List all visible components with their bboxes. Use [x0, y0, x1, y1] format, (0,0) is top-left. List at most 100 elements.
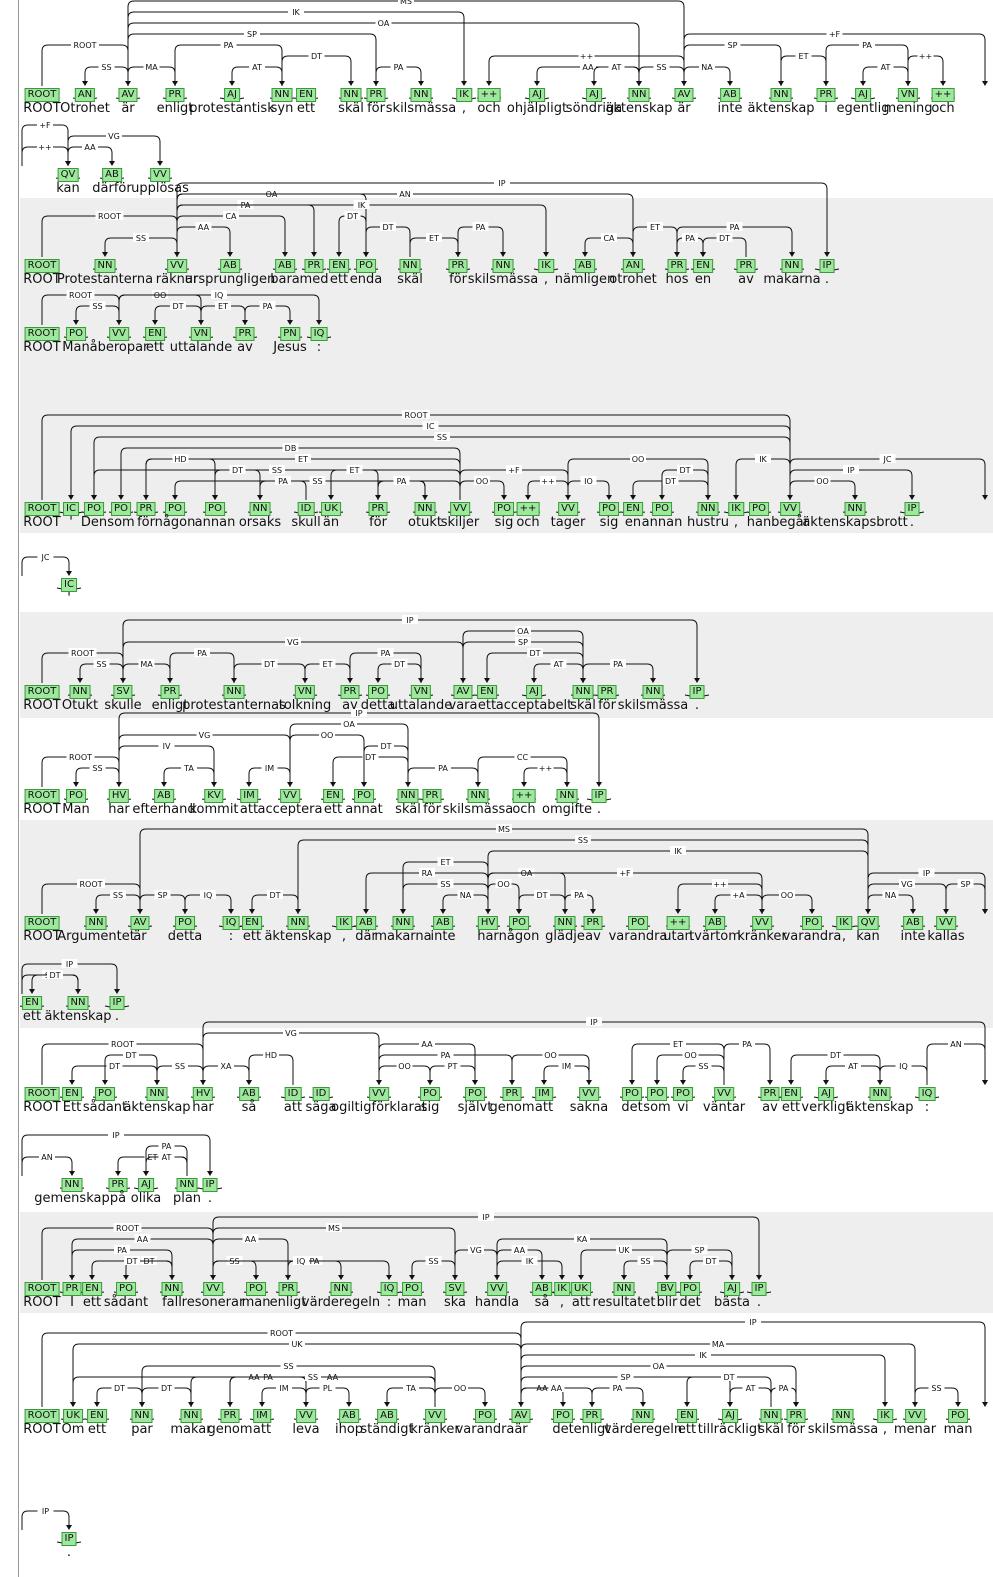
pos-tag: NN — [61, 1178, 83, 1192]
dependency-arc-label: PA — [278, 477, 288, 486]
word-token: ett — [477, 698, 497, 713]
dependency-arc-label: JC — [41, 553, 50, 562]
dependency-arc-arrowhead — [346, 1402, 352, 1407]
word-token: bästa — [713, 1295, 751, 1310]
word-token: upplösas — [131, 181, 189, 196]
word-token: skiljer — [440, 515, 480, 530]
dependency-arc — [926, 1043, 986, 1085]
pos-tag: AB — [154, 789, 174, 803]
pos-tag: QV — [57, 168, 79, 182]
word-token: en — [694, 272, 712, 287]
pos-tag: EN — [477, 685, 497, 699]
dependency-arc-label: PA — [197, 649, 207, 658]
dependency-arc-label: PA — [438, 764, 448, 773]
pos-tag: AJ — [855, 88, 871, 102]
word-token: någon — [154, 515, 196, 530]
dependency-arc-arrowhead — [606, 495, 612, 500]
dependency-arc-label: SS — [113, 891, 123, 900]
pos-tag: IK — [336, 916, 352, 930]
pos-tag: PO — [494, 502, 514, 516]
word-token: äktenskapsbrott — [802, 515, 908, 530]
pos-tag: PO — [652, 502, 672, 516]
word-token: ROOT — [23, 101, 61, 116]
sentence-background — [20, 1212, 993, 1313]
pos-tag: ++ — [512, 789, 536, 803]
word-token: : — [316, 340, 322, 355]
dependency-arc-label: OO — [816, 477, 829, 486]
dependency-arc-label: ET — [323, 660, 333, 669]
dependency-arc-label: AA — [245, 1235, 257, 1244]
dependency-arc-arrowhead — [94, 1402, 100, 1407]
pos-tag: NN — [94, 259, 116, 273]
dependency-arc-arrowhead — [940, 81, 946, 86]
dependency-arc-label: AA — [137, 1235, 149, 1244]
dependency-arc-label: HD — [265, 1051, 277, 1060]
pos-tag: ROOT — [24, 88, 60, 102]
dependency-arc-arrowhead — [154, 1080, 160, 1085]
pos-tag: PR — [108, 1178, 128, 1192]
word-token: för — [598, 698, 616, 713]
dependency-arc-label: ROOT — [404, 411, 427, 420]
pos-tag: IP — [751, 1282, 767, 1296]
dependency-arc-label: CA — [225, 212, 237, 221]
dependency-arc — [139, 828, 869, 914]
dependency-arc-label: OO — [476, 477, 489, 486]
pos-tag: PO — [368, 685, 388, 699]
dependency-arc-label: IP — [42, 1507, 49, 1516]
dependency-arc-label: AT — [746, 1384, 756, 1393]
dependency-arc-label: DT — [126, 1257, 137, 1266]
word-token: glädje — [545, 929, 585, 944]
dependency-arc-label: AN — [950, 1040, 961, 1049]
dependency-arc-label: ROOT — [69, 291, 92, 300]
dependency-arc-label: OO — [781, 891, 794, 900]
word-token: , — [341, 929, 347, 944]
pos-tag: QV — [857, 916, 879, 930]
word-token: hustru — [687, 515, 729, 530]
word-token: är — [677, 101, 691, 116]
word-token: protestanternas — [182, 698, 286, 713]
dependency-arc-label: MS — [498, 825, 510, 834]
pos-tag: VV — [558, 502, 578, 516]
pos-tag: NN — [340, 88, 362, 102]
dependency-arc-arrowhead — [659, 495, 665, 500]
pos-tag: ROOT — [24, 259, 60, 273]
word-token: någon — [498, 929, 540, 944]
word-token: , — [841, 929, 847, 944]
dependency-arc-arrowhead — [596, 782, 602, 787]
word-token: skäl — [758, 1422, 784, 1437]
dependency-arc-arrowhead — [694, 678, 700, 683]
dependency-arc — [174, 44, 283, 86]
dependency-arc-arrowhead — [982, 1402, 988, 1407]
dependency-arc-label: ++ — [919, 52, 932, 61]
dependency-arc-arrowhead — [687, 1275, 693, 1280]
word-token: enligt — [151, 698, 189, 713]
pos-tag: EN — [242, 916, 262, 930]
dependency-arc-label: AT — [252, 63, 262, 72]
dependency-arc-label: JC — [883, 455, 892, 464]
dependency-arc-label: ++ — [541, 477, 554, 486]
dependency-arc-label: IV — [163, 742, 171, 751]
word-token: sig — [494, 515, 514, 530]
dependency-arc-arrowhead — [161, 782, 167, 787]
dependency-arc-label: SS — [437, 433, 447, 442]
dependency-arc-arrowhead — [982, 1080, 988, 1085]
dependency-arc-arrowhead — [440, 909, 446, 914]
dependency-arc-label: IQ — [899, 1062, 908, 1071]
pos-tag: ROOT — [24, 327, 60, 341]
pos-tag: IK — [554, 1282, 570, 1296]
pos-tag: ++ — [931, 88, 955, 102]
pos-tag: IK — [456, 88, 472, 102]
dependency-arc-label: IP — [498, 179, 505, 188]
word-token: genom — [489, 1100, 535, 1115]
dependency-arc-arrowhead — [982, 81, 988, 86]
word-token: har — [477, 929, 499, 944]
dependency-arc-label: DT — [719, 234, 730, 243]
word-token: vi — [677, 1100, 689, 1115]
dependency-arc-label: DT — [679, 466, 690, 475]
dependency-arc-arrowhead — [629, 1080, 635, 1085]
word-token: för — [367, 101, 385, 116]
pos-tag: VV — [579, 1087, 599, 1101]
dependency-arc-label: +F — [619, 869, 631, 878]
word-token: värderegeln — [603, 1422, 683, 1437]
sentence-background — [20, 198, 993, 360]
